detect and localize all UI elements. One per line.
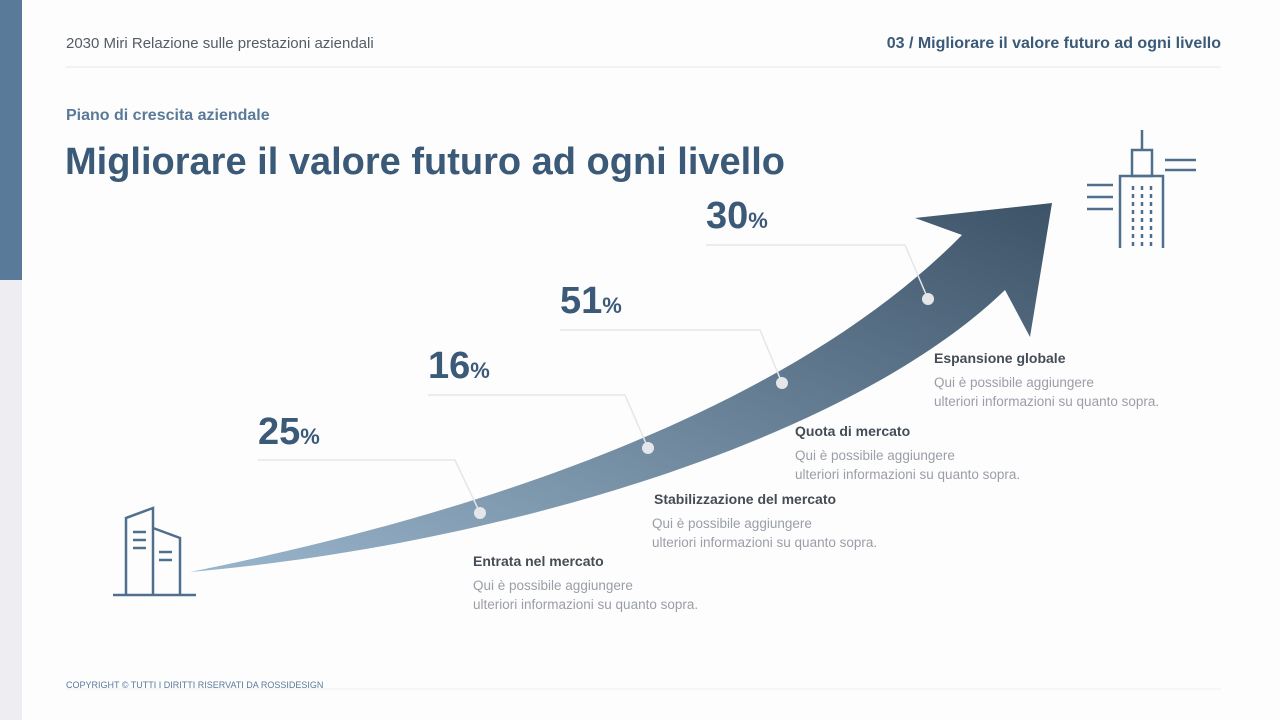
building-icon-left (113, 506, 196, 597)
milestone-description: Qui è possibile aggiungere (934, 375, 1094, 390)
milestone-number: 25 (258, 411, 300, 453)
building-icon-right (1087, 130, 1196, 248)
leader-line (428, 394, 649, 449)
milestone-label: Entrata nel mercato (473, 553, 604, 569)
milestone-value: 16% (428, 345, 490, 387)
milestone-description: ulteriori informazioni su quanto sopra. (934, 394, 1159, 409)
milestone-dot (776, 377, 788, 389)
side-bar (0, 0, 22, 280)
side-bar-lower (0, 280, 22, 720)
milestone-description: Qui è possibile aggiungere (652, 516, 812, 531)
milestone-value: 30% (706, 195, 768, 237)
title: Migliorare il valore futuro ad ogni live… (65, 141, 785, 183)
milestone-unit: % (300, 424, 320, 449)
milestone-label: Quota di mercato (795, 423, 910, 439)
milestone-label: Stabilizzazione del mercato (654, 491, 836, 507)
leader-line (258, 459, 481, 514)
milestone-unit: % (470, 358, 490, 383)
footer: COPYRIGHT © TUTTI I DIRITTI RISERVATI DA… (66, 680, 323, 690)
leader-line (560, 329, 783, 384)
milestone-description: ulteriori informazioni su quanto sopra. (795, 467, 1020, 482)
milestone-description: ulteriori informazioni su quanto sopra. (473, 597, 698, 612)
milestone-unit: % (602, 293, 622, 318)
milestone-number: 51 (560, 280, 602, 322)
milestone-dot (474, 507, 486, 519)
subtitle: Piano di crescita aziendale (66, 107, 270, 124)
milestone-dot (642, 442, 654, 454)
milestone-description: Qui è possibile aggiungere (473, 578, 633, 593)
milestone-description: Qui è possibile aggiungere (795, 448, 955, 463)
milestone-value: 25% (258, 411, 320, 453)
growth-arrow (190, 203, 1052, 572)
milestone-value: 51% (560, 280, 622, 322)
milestone-number: 30 (706, 195, 748, 237)
milestone-dot (922, 293, 934, 305)
leader-line (706, 244, 929, 300)
header-right: 03 / Migliorare il valore futuro ad ogni… (887, 35, 1222, 52)
milestone-label: Espansione globale (934, 350, 1066, 366)
milestone-number: 16 (428, 345, 470, 387)
milestone-description: ulteriori informazioni su quanto sopra. (652, 535, 877, 550)
milestone-unit: % (748, 208, 768, 233)
header-left: 2030 Miri Relazione sulle prestazioni az… (66, 35, 374, 52)
